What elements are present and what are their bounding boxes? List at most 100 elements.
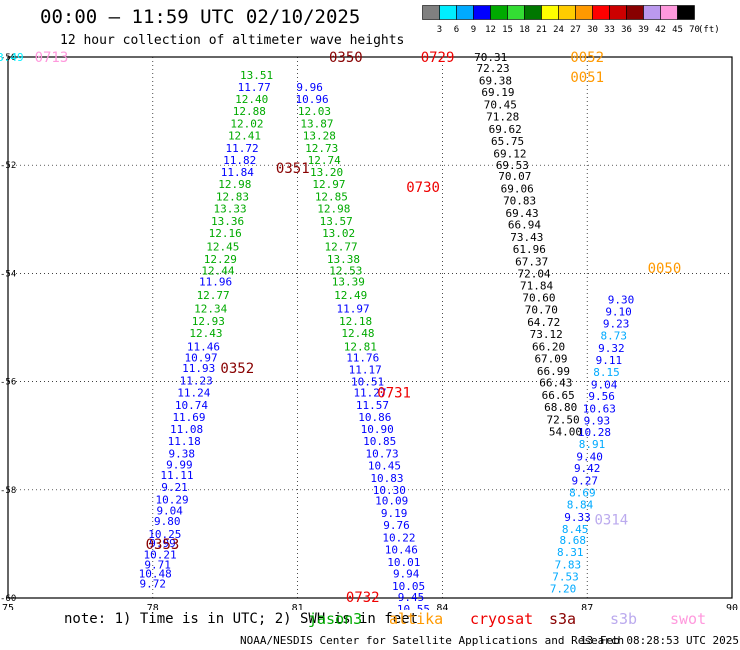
wave-height-point: 10.01: [387, 556, 420, 569]
wave-height-point: 71.28: [486, 111, 519, 124]
footnote: note: 1) Time is in UTC; 2) SWH is in fe…: [64, 611, 419, 627]
wave-height-point: 66.65: [542, 389, 575, 402]
wave-height-point: 67.09: [534, 352, 567, 365]
color-swatch: [677, 5, 695, 20]
wave-height-point: 11.27: [353, 386, 386, 399]
wave-height-point: 12.48: [341, 327, 374, 340]
wave-height-point: 11.17: [349, 364, 382, 377]
wave-height-point: 10.28: [578, 426, 611, 439]
wave-height-point: 10.51: [351, 376, 384, 389]
wave-height-point: 11.84: [221, 166, 254, 179]
pass-time-label: 0731: [377, 385, 411, 401]
color-scale-legend: 3 6 9 12 15 18 21 24 27 30 33 36 39 42 45 70(ft): [422, 5, 720, 35]
plot-frame: [7, 56, 733, 599]
wave-height-point: 9.93: [584, 415, 611, 428]
wave-height-point: 10.45: [368, 459, 401, 472]
wave-height-point: 11.24: [177, 386, 210, 399]
wave-height-point: 70.45: [484, 99, 517, 112]
wave-height-point: 10.63: [583, 403, 616, 416]
wave-height-point: 66.20: [532, 340, 565, 353]
wave-height-point: 69.12: [493, 147, 526, 160]
wave-height-point: 66.43: [539, 377, 572, 390]
wave-height-point: 11.11: [160, 469, 193, 482]
color-scale-tick: 6: [454, 25, 459, 35]
wave-height-point: 7.53: [552, 570, 579, 583]
wave-height-point: 11.97: [337, 303, 370, 316]
wave-height-point: 8.73: [600, 330, 627, 343]
wave-height-point: 8.31: [557, 546, 584, 559]
pass-time-label: 0729: [421, 50, 455, 66]
wave-height-point: 8.15: [593, 366, 620, 379]
y-tick-label: -52: [0, 161, 16, 171]
wave-height-point: 12.16: [209, 227, 242, 240]
x-tick-label: 78: [147, 603, 159, 610]
wave-height-point: 10.25: [148, 528, 181, 541]
y-tick-label: -54: [0, 269, 16, 279]
wave-height-point: 9.40: [576, 450, 603, 463]
wave-height-point: 10.96: [296, 93, 329, 106]
wave-height-point: 12.44: [201, 265, 234, 278]
wave-height-point: 61.96: [513, 243, 546, 256]
wave-height-point: 12.29: [204, 253, 237, 266]
wave-height-point: 9.56: [588, 390, 615, 403]
wave-height-point: 10.29: [156, 494, 189, 507]
color-scale-tick: 15: [502, 25, 513, 35]
wave-height-point: 69.43: [505, 207, 538, 220]
x-tick-label: 75: [2, 603, 14, 610]
wave-height-point: 9.42: [574, 462, 601, 475]
wave-height-point: 12.85: [315, 191, 348, 204]
wave-height-point: 8.45: [562, 523, 589, 536]
wave-height-point: 9.04: [591, 378, 618, 391]
y-tick-label: -58: [0, 486, 16, 496]
pass-time-label: 0713: [35, 50, 69, 66]
pass-time-label: 0352: [220, 361, 254, 377]
wave-height-point: 9.21: [161, 481, 188, 494]
wave-height-point: 12.98: [317, 202, 350, 215]
wave-height-point: 10.97: [185, 351, 218, 364]
wave-height-point: 3.49: [0, 51, 24, 64]
wave-height-point: 11.46: [187, 340, 220, 353]
x-tick-label: 90: [726, 603, 738, 610]
color-scale-tick: 3: [437, 25, 442, 35]
wave-height-point: 9.27: [572, 475, 599, 488]
pass-time-label: 0050: [648, 261, 682, 277]
wave-height-point: 12.53: [329, 265, 362, 278]
wave-height-point: 8.91: [579, 438, 606, 451]
wave-height-point: 9.33: [564, 511, 591, 524]
y-tick-label: -60: [0, 594, 16, 604]
wave-height-point: 12.41: [228, 129, 261, 142]
wave-height-point: 73.43: [510, 231, 543, 244]
wave-height-point: 70.70: [525, 304, 558, 317]
wave-height-point: 11.72: [226, 142, 259, 155]
color-scale-tick: 18: [519, 25, 530, 35]
wave-height-point: 11.96: [199, 276, 232, 289]
chart-subtitle: 12 hour collection of altimeter wave hei…: [60, 33, 405, 48]
wave-height-point: 69.53: [496, 159, 529, 172]
wave-height-point: 12.03: [298, 105, 331, 118]
wave-height-point: 68.80: [544, 401, 577, 414]
wave-height-point: 12.34: [194, 303, 227, 316]
wave-height-point: 13.57: [320, 215, 353, 228]
satellite-legend-s3a: s3a: [549, 610, 577, 628]
wave-height-point: 64.72: [527, 316, 560, 329]
satellite-legend-jason3: jason3: [308, 610, 363, 628]
wave-height-point: 9.80: [154, 515, 181, 528]
wave-height-point: 12.40: [235, 93, 268, 106]
wave-height-point: 12.83: [216, 191, 249, 204]
wave-height-point: 12.43: [189, 327, 222, 340]
wave-height-point: 10.86: [358, 411, 391, 424]
wave-height-point: 8.69: [569, 487, 596, 500]
pass-time-label: 0732: [346, 590, 380, 606]
wave-height-plot: 75 78 81 84 87 90-50-52-54-56-58-609.7210.489…: [0, 50, 738, 610]
x-tick-label: 81: [292, 603, 304, 610]
pass-time-label: 0730: [406, 180, 440, 196]
wave-height-point: 11.18: [168, 435, 201, 448]
pass-time-label: 0052: [570, 50, 604, 66]
wave-height-point: 70.60: [522, 292, 555, 305]
wave-height-point: 9.99: [166, 458, 193, 471]
wave-height-point: 10.90: [361, 423, 394, 436]
wave-height-point: 9.71: [144, 558, 171, 571]
color-scale-tick: 33: [604, 25, 615, 35]
y-tick-label: -50: [0, 53, 16, 63]
wave-height-point: 9.99: [149, 537, 176, 550]
